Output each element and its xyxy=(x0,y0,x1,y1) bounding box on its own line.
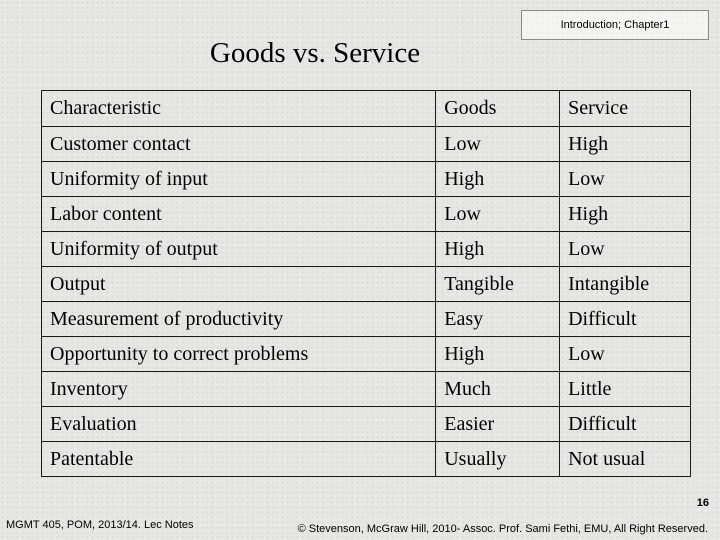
service-cell: Intangible xyxy=(559,266,691,302)
goods-cell: Low xyxy=(435,196,561,232)
characteristic-cell: Output xyxy=(40,266,437,302)
table-row: Output Tangible Intangible xyxy=(40,266,691,302)
header-goods: Goods xyxy=(435,90,561,127)
table-row: Uniformity of output High Low xyxy=(40,231,691,267)
service-cell: Difficult xyxy=(559,301,691,337)
characteristic-cell: Uniformity of input xyxy=(40,161,437,197)
slide-title: Goods vs. Service xyxy=(209,37,421,69)
characteristic-cell: Patentable xyxy=(40,441,437,477)
goods-cell: Easy xyxy=(435,301,561,337)
header-characteristic: Characteristic xyxy=(40,90,437,127)
goods-cell: High xyxy=(435,161,561,197)
characteristic-cell: Inventory xyxy=(40,371,437,407)
characteristic-cell: Measurement of productivity xyxy=(40,301,437,337)
header-service: Service xyxy=(559,90,691,127)
table-header-row: Characteristic Goods Service xyxy=(40,90,691,127)
goods-cell: Usually xyxy=(435,441,561,477)
chapter-label-box: Introduction; Chapter1 xyxy=(521,10,709,40)
goods-cell: High xyxy=(435,231,561,267)
table-row: Evaluation Easier Difficult xyxy=(40,406,691,442)
page-number: 16 xyxy=(696,497,709,509)
goods-vs-service-table: Characteristic Goods Service Customer co… xyxy=(40,90,691,477)
table-row: Opportunity to correct problems High Low xyxy=(40,336,691,372)
table-row: Uniformity of input High Low xyxy=(40,161,691,197)
table-row: Measurement of productivity Easy Difficu… xyxy=(40,301,691,337)
service-cell: Low xyxy=(559,231,691,267)
characteristic-cell: Labor content xyxy=(40,196,437,232)
chapter-label: Introduction; Chapter1 xyxy=(560,19,670,31)
goods-cell: Much xyxy=(435,371,561,407)
goods-cell: Tangible xyxy=(435,266,561,302)
goods-cell: High xyxy=(435,336,561,372)
characteristic-cell: Customer contact xyxy=(40,126,437,162)
service-cell: Difficult xyxy=(559,406,691,442)
table-row: Patentable Usually Not usual xyxy=(40,441,691,477)
footer-copyright: © Stevenson, McGraw Hill, 2010- Assoc. P… xyxy=(297,523,708,535)
service-cell: Low xyxy=(559,336,691,372)
goods-cell: Low xyxy=(435,126,561,162)
table-row: Customer contact Low High xyxy=(40,126,691,162)
service-cell: High xyxy=(559,126,691,162)
characteristic-cell: Opportunity to correct problems xyxy=(40,336,437,372)
table-row: Labor content Low High xyxy=(40,196,691,232)
service-cell: Not usual xyxy=(559,441,691,477)
service-cell: Low xyxy=(559,161,691,197)
table-row: Inventory Much Little xyxy=(40,371,691,407)
service-cell: High xyxy=(559,196,691,232)
goods-cell: Easier xyxy=(435,406,561,442)
characteristic-cell: Uniformity of output xyxy=(40,231,437,267)
service-cell: Little xyxy=(559,371,691,407)
footer-course-notes: MGMT 405, POM, 2013/14. Lec Notes xyxy=(6,519,194,531)
characteristic-cell: Evaluation xyxy=(40,406,437,442)
